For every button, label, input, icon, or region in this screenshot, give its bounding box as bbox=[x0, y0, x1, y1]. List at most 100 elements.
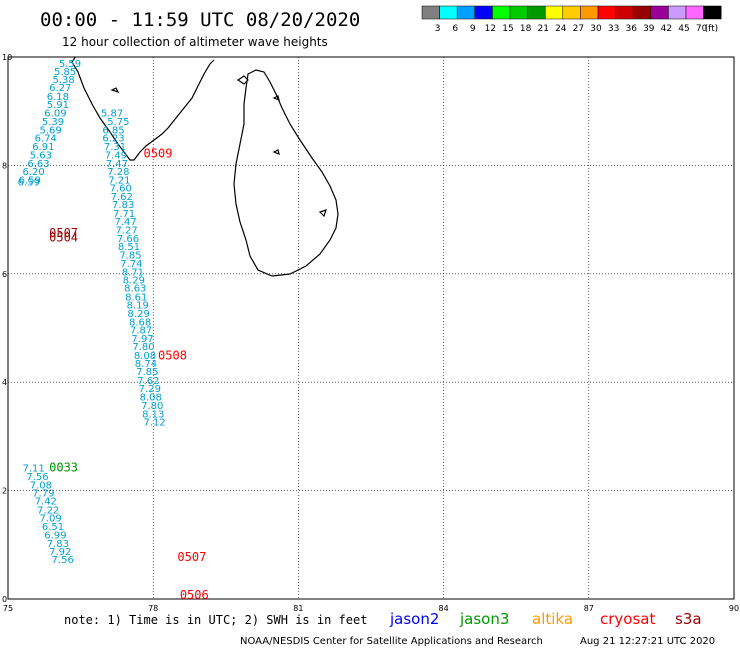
wave-height-label: 5.63 bbox=[30, 150, 52, 161]
satellite-altika: altika bbox=[532, 610, 573, 628]
wave-height-label: 7.29 bbox=[139, 384, 161, 395]
wave-height-label: 7.97 bbox=[131, 334, 153, 345]
pass-time-label: 0504 bbox=[49, 230, 78, 244]
wave-height-label: 7.49 bbox=[105, 150, 127, 161]
scale-swatch bbox=[703, 5, 722, 20]
wave-height-label: 6.99 bbox=[44, 530, 66, 541]
wave-height-label: 7.80 bbox=[141, 401, 163, 412]
lon-tick-label: 90 bbox=[729, 604, 739, 613]
wave-height-label: 5.87 bbox=[101, 109, 123, 120]
wave-height-label: 7.47 bbox=[106, 159, 128, 170]
scale-swatch bbox=[685, 5, 704, 20]
pass-time-label: 0506 bbox=[180, 588, 209, 602]
wave-height-label: 8.51 bbox=[118, 242, 140, 253]
wave-height-label: 7.31 bbox=[104, 142, 126, 153]
wave-height-label: 6.23 bbox=[102, 134, 124, 145]
wave-height-label: 6.85 bbox=[102, 125, 124, 136]
wave-height-label: 7.79 bbox=[32, 489, 54, 500]
scale-label: 21 bbox=[537, 24, 548, 34]
color-scale: 3 6 9 12 15 18 21 24 27 30 33 36 39 42 45 70(ft) bbox=[421, 5, 722, 34]
scale-swatch bbox=[439, 5, 458, 20]
wave-height-label: 8.74 bbox=[135, 359, 157, 370]
pass-time-label: 0508 bbox=[158, 348, 187, 362]
wave-height-label: 6.63 bbox=[27, 159, 49, 170]
legend-note: note: 1) Time is in UTC; 2) SWH is in fe… bbox=[64, 613, 367, 627]
wave-height-label: 5.85 bbox=[54, 67, 76, 78]
lon-tick-label: 75 bbox=[3, 604, 13, 613]
scale-swatch bbox=[632, 5, 652, 20]
wave-height-label: 6.74 bbox=[35, 134, 57, 145]
map-subtitle: 12 hour collection of altimeter wave hei… bbox=[62, 35, 328, 49]
wave-height-values: 5.595.855.386.276.185.916.095.395.696.74… bbox=[18, 59, 166, 566]
scale-swatch bbox=[597, 5, 616, 20]
wave-height-label: 6.18 bbox=[47, 92, 69, 103]
wave-height-label: 7.56 bbox=[26, 472, 48, 483]
satellite-s3a: s3a bbox=[675, 610, 702, 628]
wave-height-label: 7.62 bbox=[137, 376, 159, 387]
scale-swatch bbox=[474, 5, 493, 20]
scale-swatch bbox=[615, 5, 634, 20]
wave-height-label: 7.74 bbox=[120, 259, 142, 270]
wave-height-label: 8.61 bbox=[125, 292, 147, 303]
scale-label: 3 bbox=[435, 24, 441, 34]
wave-height-label: 7.27 bbox=[115, 226, 137, 237]
lat-tick-label: 0 bbox=[2, 595, 7, 604]
plot-frame bbox=[7, 56, 735, 600]
scale-swatch bbox=[544, 5, 564, 20]
scale-label: 36 bbox=[625, 24, 637, 34]
wave-height-label: 8.68 bbox=[129, 317, 151, 328]
wave-height-label: 7.62 bbox=[111, 192, 133, 203]
wave-height-label: 6.27 bbox=[49, 83, 71, 94]
wave-height-label: 7.11 bbox=[23, 464, 45, 475]
wave-height-label: 8.19 bbox=[127, 300, 149, 311]
wave-height-label: 7.71 bbox=[113, 209, 135, 220]
scale-unit: (ft) bbox=[705, 24, 719, 34]
scale-swatch bbox=[580, 5, 599, 20]
wave-height-label: 7.42 bbox=[35, 497, 57, 508]
scale-swatch bbox=[527, 5, 546, 20]
pass-time-label: 0507 bbox=[49, 226, 78, 240]
scale-label: 9 bbox=[470, 24, 476, 34]
wave-height-label: 7.83 bbox=[112, 200, 134, 211]
wave-height-label: 8.71 bbox=[122, 267, 144, 278]
scale-swatch bbox=[668, 5, 687, 20]
scale-swatch bbox=[456, 5, 476, 20]
coastline bbox=[71, 56, 339, 277]
sri-lanka-coastline bbox=[233, 69, 339, 277]
axis-ticks: 75 78 81 84 87 90 10 8 6 4 2 0 bbox=[2, 53, 739, 613]
scale-swatch bbox=[492, 5, 511, 20]
india-coastline bbox=[71, 56, 215, 161]
wave-height-label: 7.92 bbox=[49, 547, 71, 558]
satellite-cryosat: cryosat bbox=[600, 610, 655, 628]
wave-height-label: 8.63 bbox=[124, 284, 146, 295]
wave-height-label: 5.38 bbox=[53, 75, 75, 86]
scale-swatch bbox=[562, 5, 581, 20]
scale-label: 39 bbox=[643, 24, 655, 34]
wave-height-label: 6.51 bbox=[42, 522, 64, 533]
wave-height-label: 7.87 bbox=[130, 325, 152, 336]
scale-label: 6 bbox=[452, 24, 458, 34]
wave-height-label: 7.56 bbox=[52, 555, 74, 566]
lon-tick-label: 87 bbox=[584, 604, 594, 613]
map-title: 00:00 - 11:59 UTC 08/20/2020 bbox=[40, 9, 360, 31]
wave-height-label: 7.80 bbox=[132, 342, 154, 353]
scale-label: 15 bbox=[502, 24, 513, 34]
lat-tick-label: 6 bbox=[2, 270, 7, 279]
wave-height-label: 6.09 bbox=[44, 109, 66, 120]
wave-height-label: 8.08 bbox=[140, 393, 162, 404]
wave-height-label: 6.59 bbox=[18, 177, 40, 188]
wave-height-label: 8.29 bbox=[128, 309, 150, 320]
lat-tick-label: 8 bbox=[2, 161, 7, 170]
wave-height-label: 7.83 bbox=[47, 539, 69, 550]
timestamp-text: Aug 21 12:27:21 UTC 2020 bbox=[580, 636, 715, 647]
scale-swatch bbox=[650, 5, 669, 20]
scale-swatch bbox=[509, 5, 528, 20]
wave-height-label: 5.59 bbox=[59, 59, 81, 70]
scale-label: 18 bbox=[520, 24, 532, 34]
pass-time-label: 0509 bbox=[144, 146, 173, 160]
wave-height-label: 7.22 bbox=[37, 505, 59, 516]
palk-bay-islands bbox=[110, 75, 327, 218]
lon-tick-label: 81 bbox=[293, 604, 303, 613]
